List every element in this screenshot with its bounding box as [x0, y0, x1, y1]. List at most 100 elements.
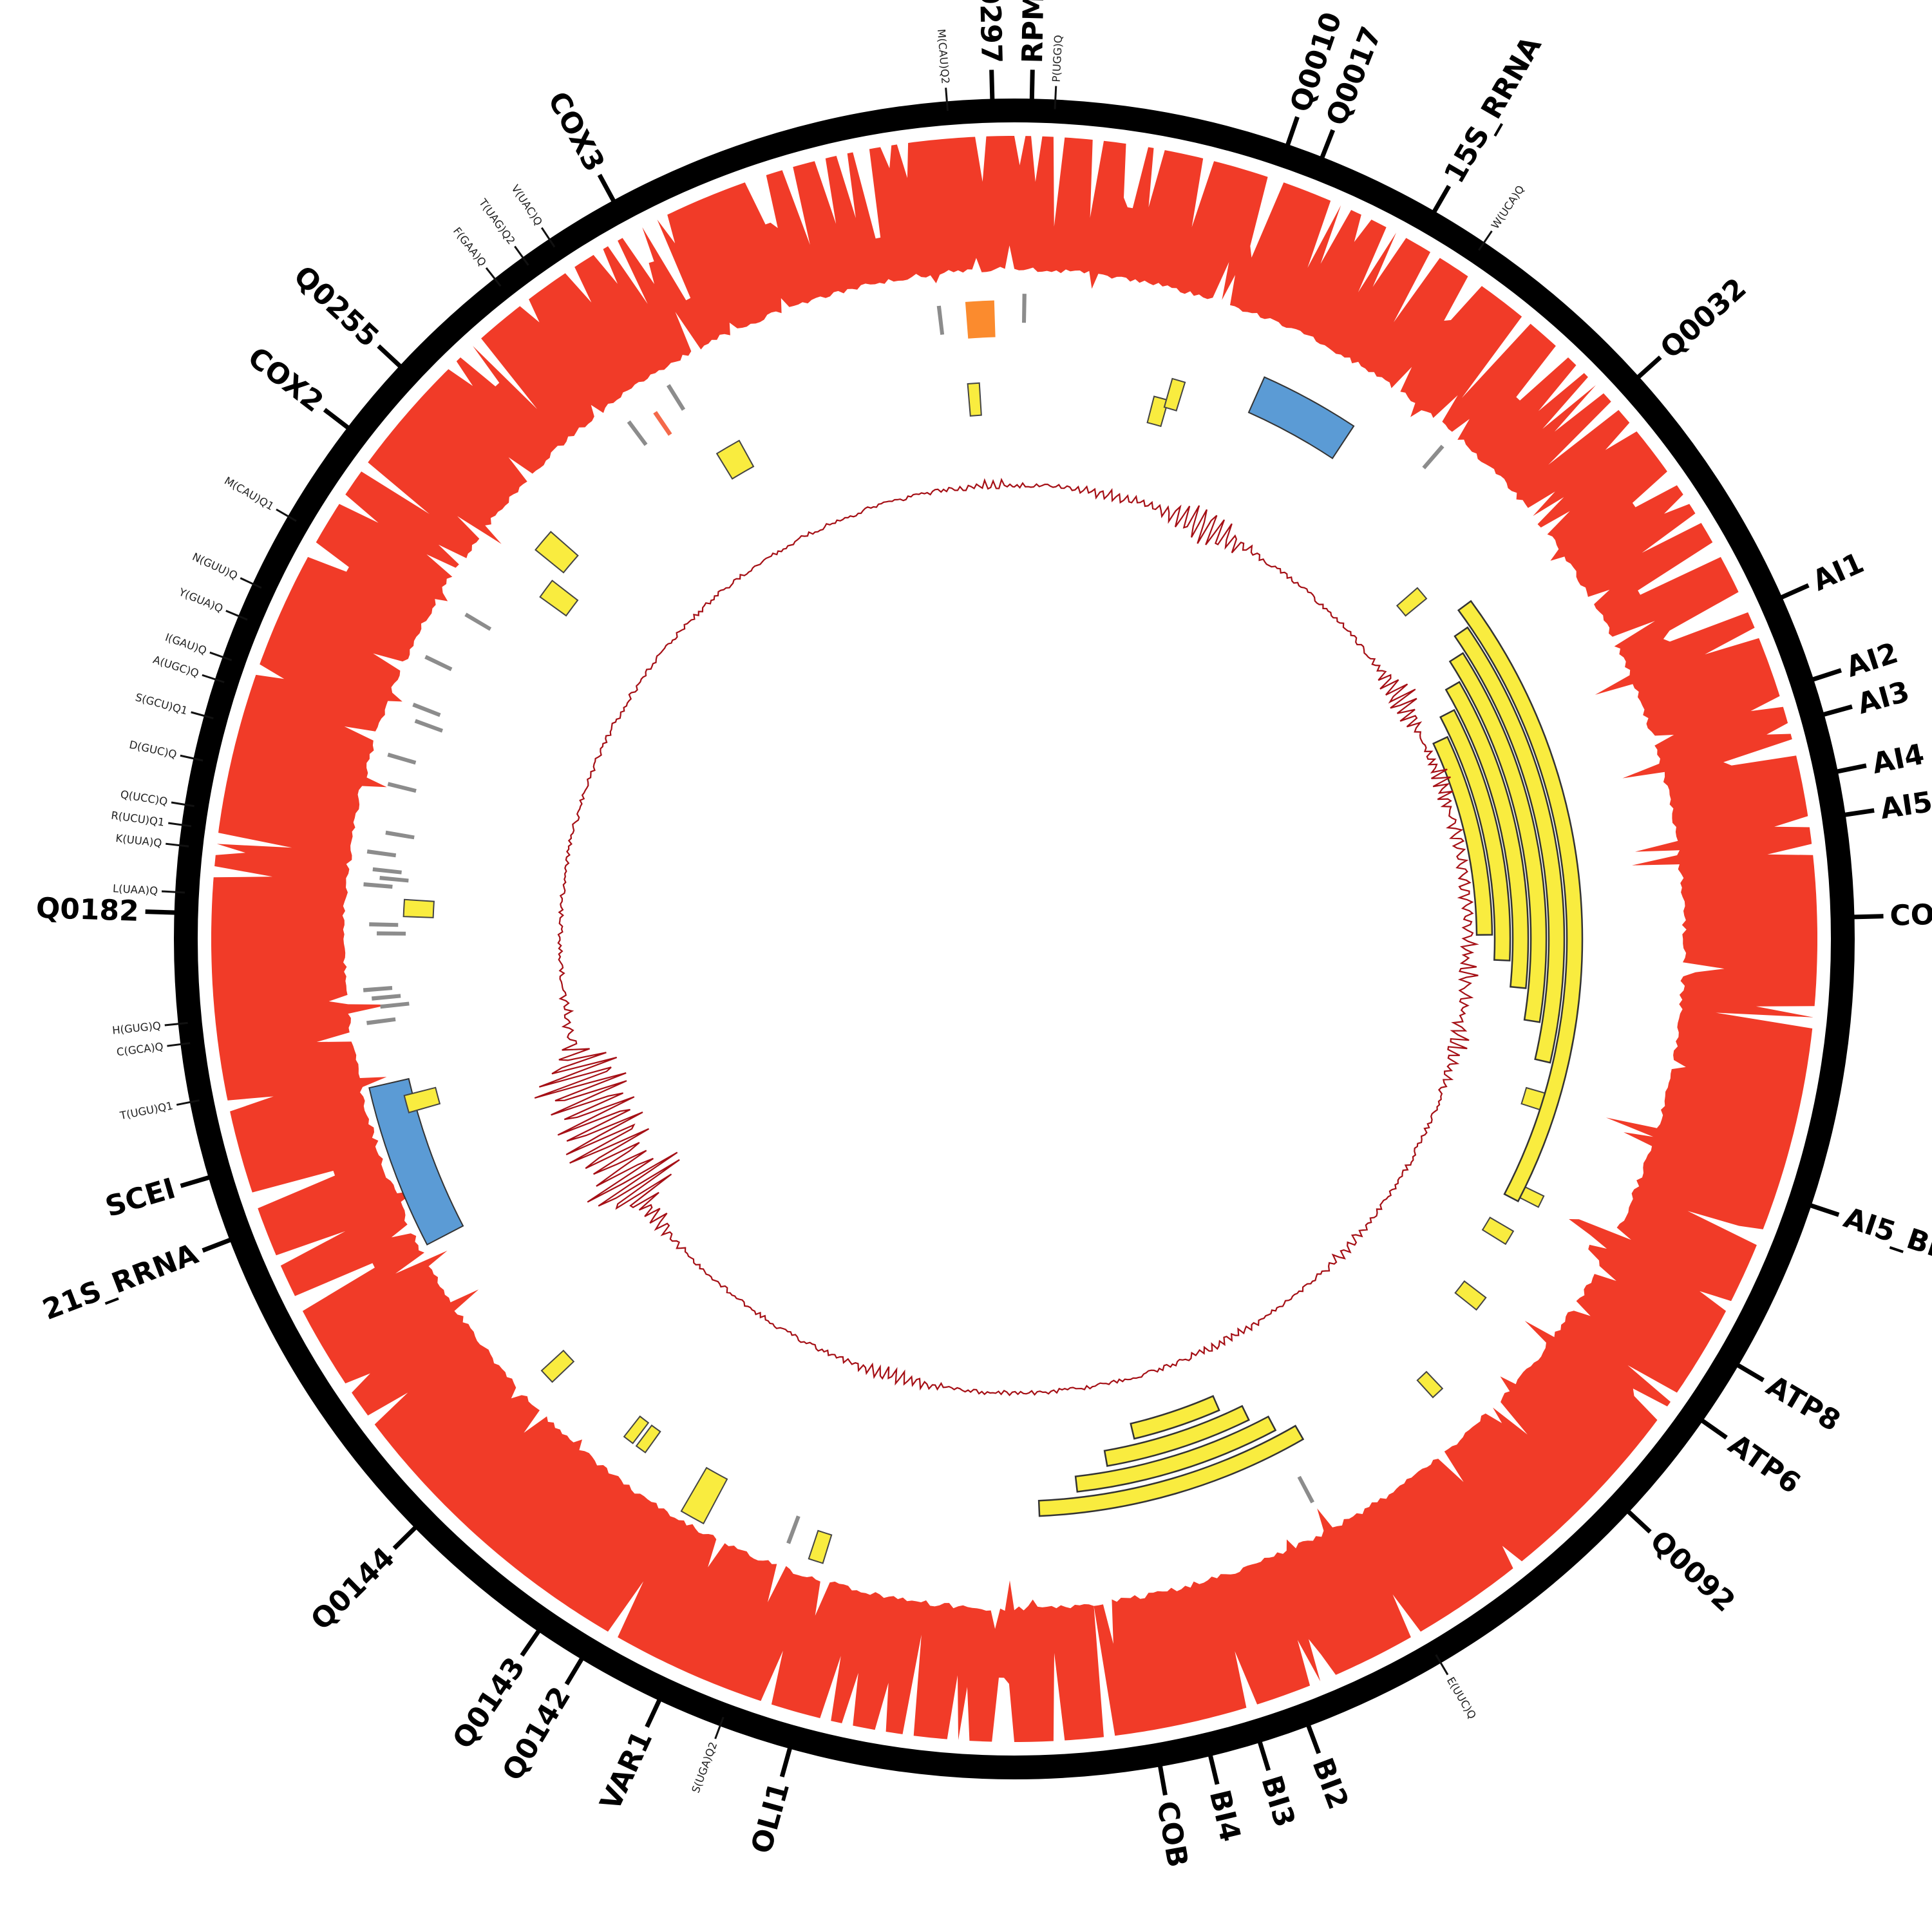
intron-yellow-arc [1448, 652, 1548, 1023]
gene-label: Q0032 [1654, 272, 1753, 365]
trna-feature-tick [667, 384, 686, 411]
trna-label: Y(GUA)Q [176, 585, 225, 615]
trna-feature-tick [372, 994, 401, 1001]
trna-label: L(UAA)Q [113, 882, 158, 897]
gene-tick-mark [1835, 808, 1875, 819]
trna-label: R(UCU)Q1 [110, 809, 165, 828]
gene-label: COX2 [242, 341, 329, 419]
gene-yellow-block [680, 1466, 728, 1525]
gene-yellow-block [635, 1424, 661, 1454]
gene-tick-mark [1772, 583, 1810, 603]
trna-label: S(UGA)Q2 [690, 1740, 720, 1794]
trna-label: I(GAU)Q [164, 631, 208, 657]
trna-feature-tick [366, 1017, 396, 1025]
gene-tick-mark [1693, 1414, 1728, 1440]
gene-tick-mark [645, 1690, 665, 1728]
trna-feature-tick [385, 830, 415, 840]
trna-tick-mark [1478, 230, 1493, 251]
gene-yellow-block [1481, 1217, 1515, 1245]
gene-label: COX3 [541, 86, 611, 177]
gene-yellow-block [967, 382, 982, 417]
trna-feature-tick [363, 986, 393, 992]
trna-feature-tick [1297, 1475, 1314, 1504]
trna-tick-mark [164, 1021, 188, 1027]
gene-tick-mark [989, 70, 995, 109]
trna-label: M(CAU)Q1 [222, 475, 276, 513]
trna-label: Q(UCC)Q [120, 788, 169, 808]
gene-yellow-block [539, 580, 579, 617]
gene-label: COB [1150, 1799, 1194, 1870]
trna-feature-tick [366, 849, 397, 858]
gene-tick-mark [1282, 116, 1300, 155]
gene-yellow-block [1454, 1280, 1487, 1311]
trna-label: T(UAG)Q2 [476, 196, 517, 247]
gene-tick-mark [597, 173, 620, 210]
gene-tick-mark [1156, 1756, 1168, 1796]
gene-yellow-block [535, 531, 579, 574]
gene-tick-mark [392, 1519, 424, 1550]
rrna-blue-arc [368, 1077, 464, 1246]
gene-tick-mark [145, 909, 184, 915]
trna-label: E(UUC)Q [1444, 1675, 1479, 1721]
gene-label: AI3 [1854, 675, 1913, 721]
trna-tick-mark [1435, 1654, 1449, 1676]
trna-tick-mark [191, 711, 214, 719]
gene-tick-mark [1828, 763, 1867, 776]
trna-label: S(GCU)Q1 [134, 691, 189, 717]
gene-yellow-block [808, 1530, 833, 1564]
gene-yellow-block [1146, 395, 1170, 428]
trna-feature-tick [380, 1001, 410, 1009]
trna-tick-mark [167, 1042, 191, 1047]
trna-feature-tick [387, 782, 417, 793]
trna-tick-mark [714, 1716, 724, 1739]
feature-layer [363, 294, 1584, 1564]
trna-label: A(UGC)Q [151, 654, 200, 680]
gene-label: 15S_RRNA [1438, 31, 1548, 189]
gene-yellow-block [623, 1415, 650, 1444]
trna-feature-tick [387, 752, 417, 765]
trna-tick-mark [225, 610, 248, 621]
trna-feature-tick [363, 882, 393, 889]
gene-label: ATP6 [1722, 1428, 1806, 1501]
intron-yellow-arc [1454, 626, 1566, 1064]
gene-label: AI2 [1842, 636, 1902, 684]
gene-yellow-block [1416, 1370, 1444, 1399]
gene-yellow-block [715, 439, 755, 480]
trna-label: N(GUU)Q [191, 551, 240, 582]
intron-yellow-arc [1439, 708, 1511, 961]
gene-tick-mark [1427, 185, 1452, 221]
trna-label: H(GUG)Q [111, 1019, 161, 1037]
trna-feature-tick [372, 867, 402, 875]
trna-label: D(GUC)Q [128, 739, 178, 761]
intron-yellow-arc [1103, 1405, 1250, 1467]
gene-yellow-block [1163, 377, 1186, 412]
trna-label: K(UUA)Q [115, 832, 163, 849]
trna-tick-mark [540, 227, 556, 248]
gene-yellow-block [540, 1349, 575, 1383]
gene-tick-mark [1844, 914, 1884, 920]
tick-layer [145, 70, 1884, 1796]
trna-feature-tick [412, 703, 441, 717]
gene-yellow-block [403, 1086, 441, 1113]
trna-label: C(GCA)Q [116, 1040, 164, 1058]
trna-feature-tick [377, 931, 406, 936]
intron-yellow-arc [1457, 600, 1584, 1202]
trna-tick-mark [202, 674, 225, 683]
gene-label: COX1 [1889, 897, 1932, 932]
trna-feature-tick [1422, 444, 1444, 469]
trna-label: M(CAU)Q2 [935, 28, 952, 84]
gene-label: AI4 [1870, 738, 1927, 781]
gene-yellow-block [402, 898, 435, 918]
gene-tick-mark [202, 1235, 240, 1253]
intron-yellow-arc [1130, 1395, 1220, 1440]
trna-feature-tick [936, 305, 945, 335]
gene-label: VAR1 [594, 1726, 659, 1815]
gene-tick-mark [520, 1622, 546, 1657]
trna-tick-mark [180, 754, 204, 762]
trna-tick-mark [161, 890, 185, 894]
trna-tick-mark [276, 508, 297, 522]
gene-tick-mark [1206, 1746, 1220, 1785]
intron-yellow-arc [1074, 1416, 1277, 1493]
gene-tick-mark [1801, 1200, 1840, 1217]
